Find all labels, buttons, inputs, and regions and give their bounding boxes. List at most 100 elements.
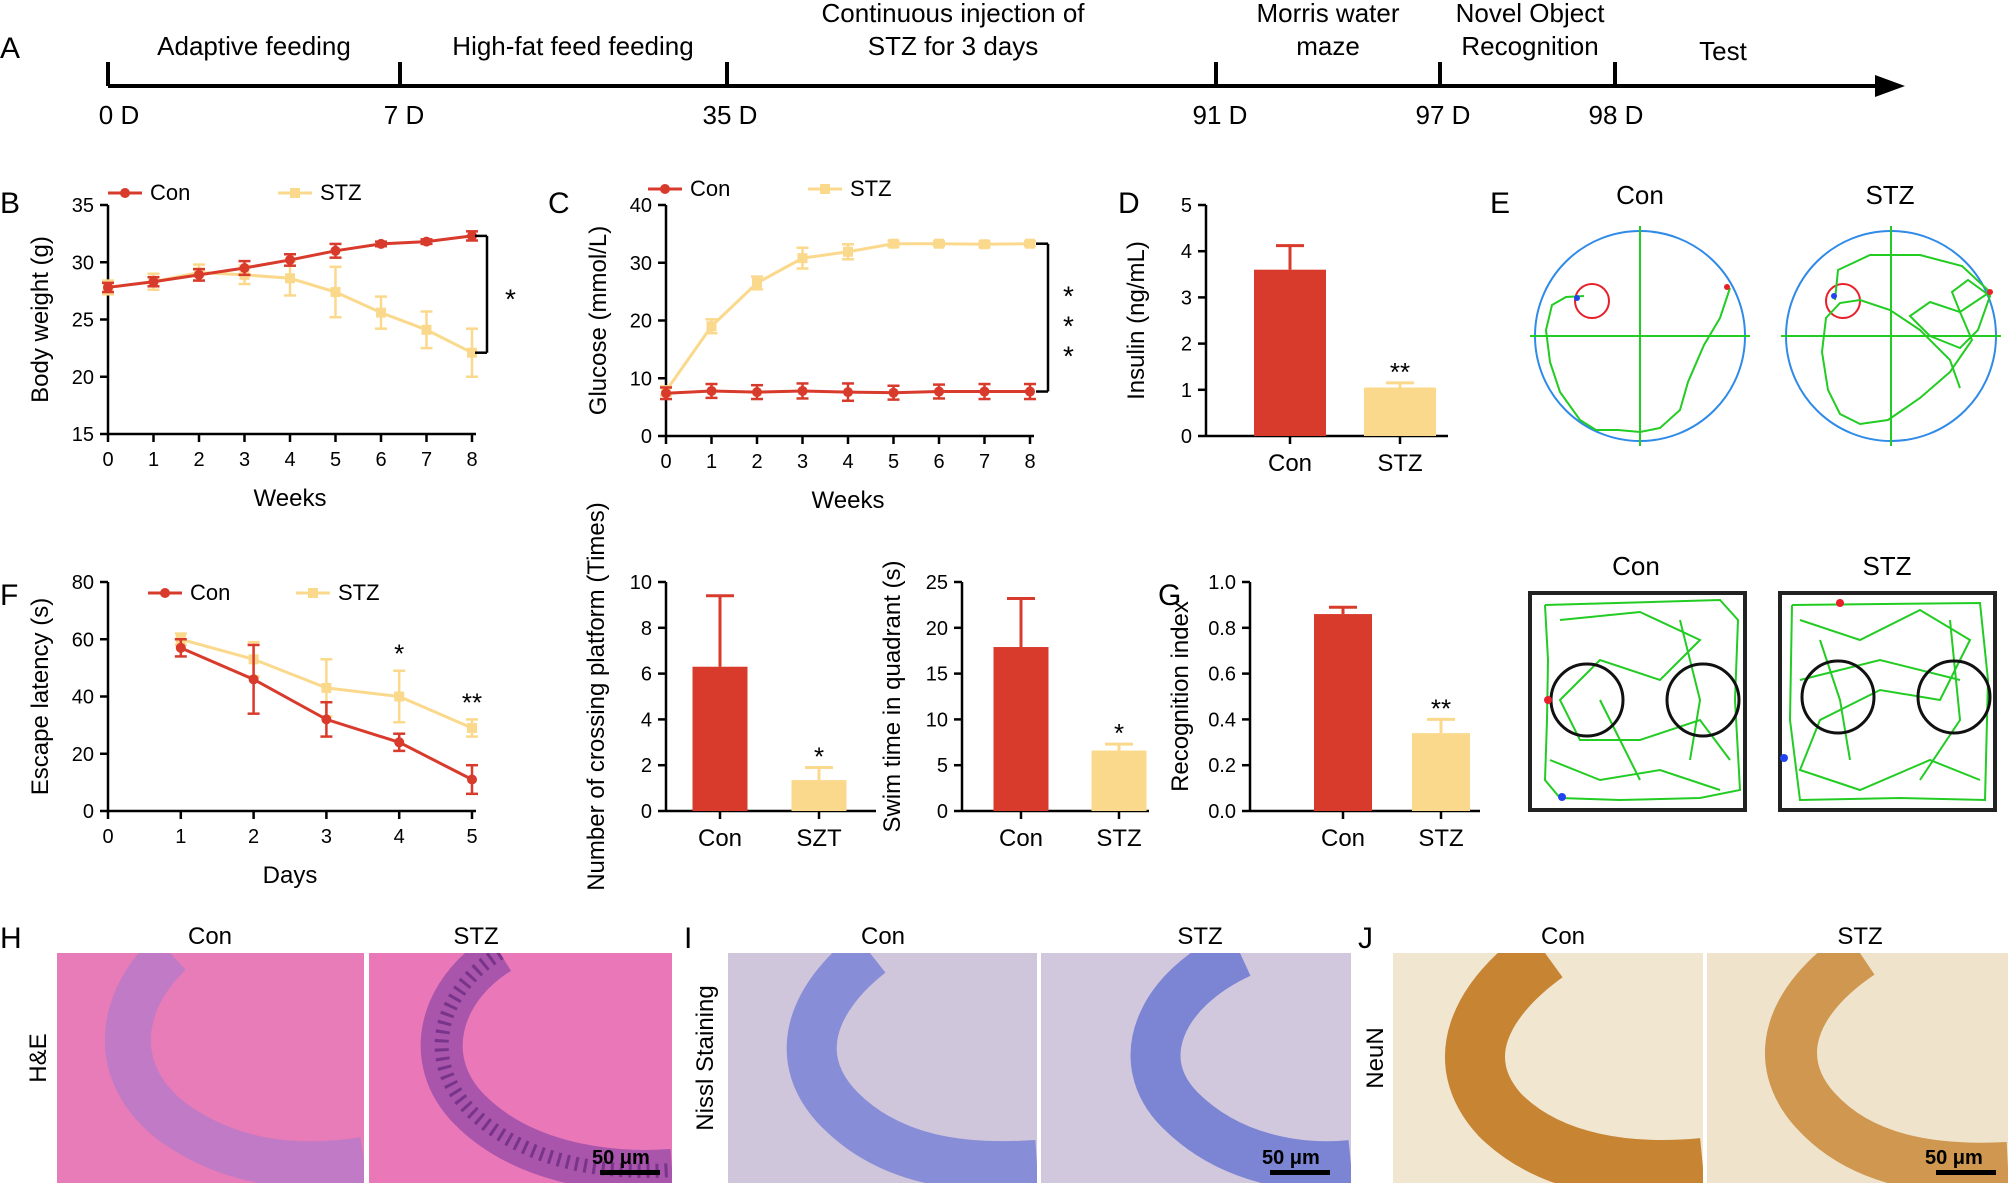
y-axis-label: Insulin (ng/mL) xyxy=(1123,241,1150,400)
object-left xyxy=(1800,659,1876,735)
tick-91d: 91 D xyxy=(1193,100,1248,130)
panel-nor-tracks: Con STZ xyxy=(1528,551,1997,812)
y-tick-label: 40 xyxy=(72,687,94,709)
data-point-stz xyxy=(752,277,762,288)
panel-label: F xyxy=(0,579,18,612)
phase-stz-2: STZ for 3 days xyxy=(868,31,1039,61)
chart-insulin: D 0 1 2 3 4 5 Insulin (ng/mL) Con STZ ** xyxy=(1118,187,1448,477)
swim-track xyxy=(1544,287,1731,434)
sig-marker: * xyxy=(1114,718,1124,748)
series-line-stz xyxy=(664,242,1031,392)
data-point-con xyxy=(148,276,159,287)
data-point-con xyxy=(467,774,477,785)
y-tick-label: 20 xyxy=(72,744,94,766)
data-point-con xyxy=(934,386,944,397)
y-tick-label: 3 xyxy=(1181,287,1192,309)
y-tick-label: 5 xyxy=(1181,195,1192,217)
x-tick-label: 1 xyxy=(148,449,159,471)
scale-i: 50 μm xyxy=(1262,1147,1320,1169)
y-tick-label: 1 xyxy=(1181,380,1192,402)
tick-0d: 0 D xyxy=(99,100,139,130)
phase-stz-1: Continuous injection of xyxy=(821,0,1085,28)
data-point-stz xyxy=(285,273,295,284)
y-tick-label: 2 xyxy=(1181,334,1192,356)
swim-track xyxy=(1820,254,1992,426)
sig-marker: ** xyxy=(1431,693,1451,723)
y-tick-label: 25 xyxy=(72,310,94,332)
legend-marker-stz xyxy=(308,588,318,598)
platform-circle xyxy=(1574,283,1610,319)
y-tick-label: 2 xyxy=(641,755,652,777)
panel-e-morris-tracks: E Con STZ xyxy=(1490,180,2001,446)
x-tick-label: Con xyxy=(1268,450,1312,477)
y-tick-label: 10 xyxy=(630,368,652,390)
phase-nor-2: Recognition xyxy=(1461,31,1598,61)
y-tick-label: 4 xyxy=(1181,241,1192,263)
timeline-arrow-icon xyxy=(1875,75,1905,97)
panel-label-a: A xyxy=(0,32,20,65)
panel-label-i: I xyxy=(684,922,692,955)
timeline-ticks xyxy=(106,62,1617,86)
y-tick-label: 5 xyxy=(937,755,948,777)
data-point-stz xyxy=(421,324,432,335)
x-tick-label: Con xyxy=(1321,825,1365,852)
x-tick-label: STZ xyxy=(1418,825,1463,852)
data-point-con xyxy=(467,230,477,241)
y-axis-label: Swim time in quadrant (s) xyxy=(879,560,906,832)
data-point-con xyxy=(239,262,250,273)
y-tick-label: 60 xyxy=(72,629,94,651)
data-point-con xyxy=(421,236,432,247)
data-point-stz xyxy=(1025,238,1035,249)
arena-stz xyxy=(1778,591,1997,812)
sig-marker: * xyxy=(1063,311,1074,342)
tick-7d: 7 D xyxy=(384,100,424,130)
y-tick-label: 40 xyxy=(630,195,652,217)
y-tick-label: 35 xyxy=(72,195,94,217)
x-tick-label: 1 xyxy=(706,451,717,473)
y-tick-label: 0.8 xyxy=(1208,618,1236,640)
object-right xyxy=(1916,659,1992,735)
x-axis-label: Days xyxy=(263,862,318,889)
histology-labels: H I J Con STZ Con STZ Con STZ H&E Nissl … xyxy=(0,922,1883,1131)
sig-marker: * xyxy=(814,741,824,771)
e-con-title: Con xyxy=(1616,180,1664,210)
sig-marker: * xyxy=(505,283,516,314)
x-tick-label: 4 xyxy=(394,826,405,848)
j-row-label: NeuN xyxy=(1362,1027,1389,1088)
x-tick-label: STZ xyxy=(1377,450,1422,477)
tick-98d: 98 D xyxy=(1589,100,1644,130)
he-con-image xyxy=(57,953,364,1183)
nor-con-title: Con xyxy=(1612,551,1660,581)
bar-con xyxy=(993,647,1049,811)
bar-con xyxy=(1314,614,1372,811)
data-point-stz xyxy=(321,682,332,693)
data-point-con xyxy=(248,674,259,685)
bar-stz xyxy=(1091,750,1147,811)
x-tick-label: 0 xyxy=(102,826,113,848)
chart-crossing-platform: 0 2 4 6 8 10 Number of crossing platform (Time… xyxy=(583,502,876,891)
sig-marker: * xyxy=(1063,281,1074,312)
panel-label: D xyxy=(1118,187,1140,220)
neun-stz-image xyxy=(1707,953,2008,1183)
y-tick-label: 4 xyxy=(641,709,652,731)
x-tick-label: 0 xyxy=(102,449,113,471)
x-tick-label: 7 xyxy=(979,451,990,473)
x-tick-label: 2 xyxy=(751,451,762,473)
x-tick-label: 5 xyxy=(330,449,341,471)
x-tick-label: 7 xyxy=(421,449,432,471)
x-tick-label: 5 xyxy=(888,451,899,473)
data-point-stz xyxy=(979,239,990,250)
y-tick-label: 0.0 xyxy=(1208,801,1236,823)
y-tick-label: 6 xyxy=(641,664,652,686)
chart-swim-time: 0 5 10 15 20 25 Swim time in quadrant (s) Con ST… xyxy=(879,560,1149,852)
legend-label-con: Con xyxy=(150,180,190,205)
y-tick-label: 1.0 xyxy=(1208,572,1236,594)
y-tick-label: 0.2 xyxy=(1208,755,1236,777)
data-point-stz xyxy=(467,722,477,733)
bar-stz xyxy=(1364,387,1436,436)
chart-glucose: C 0 10 20 30 40 Glucose (mmol/L) 0 1 2 3 4 5 6 7 8 Weeks… xyxy=(548,176,1074,514)
scale-bars: 50 μm 50 μm 50 μm xyxy=(592,1147,1996,1175)
phase-highfat: High-fat feed feeding xyxy=(452,31,693,61)
y-axis-label: Escape latency (s) xyxy=(27,598,54,795)
legend-label-stz: STZ xyxy=(338,580,380,605)
